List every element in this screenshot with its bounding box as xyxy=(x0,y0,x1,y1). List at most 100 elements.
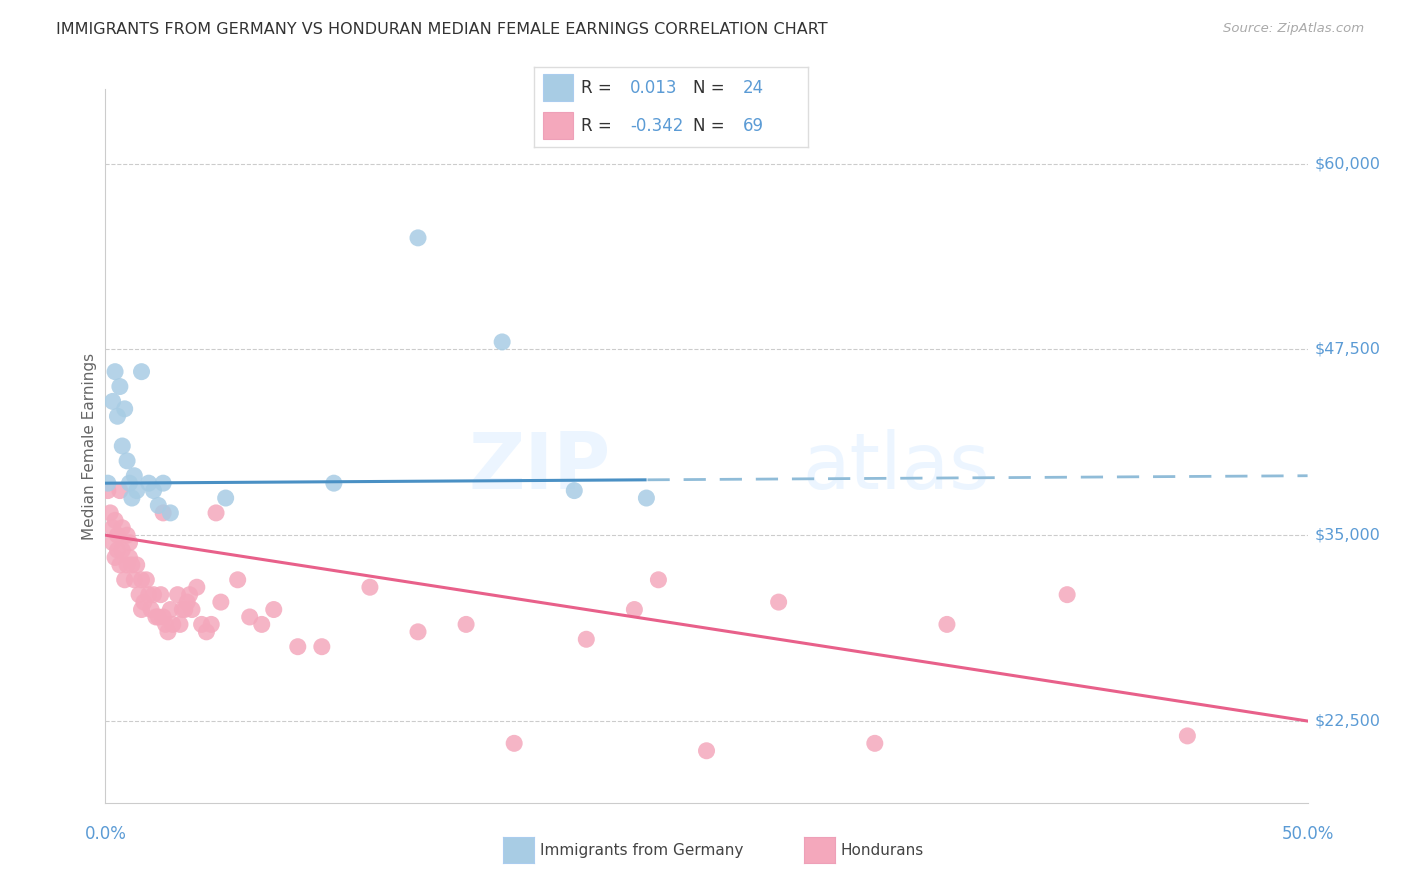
Point xyxy=(406,231,429,245)
Point xyxy=(226,573,249,587)
Point xyxy=(159,602,181,616)
Point xyxy=(139,602,162,616)
Point xyxy=(186,580,208,594)
Point xyxy=(107,543,129,558)
Point xyxy=(239,610,262,624)
Bar xyxy=(543,112,572,139)
Point xyxy=(454,617,477,632)
Text: Immigrants from Germany: Immigrants from Germany xyxy=(540,843,744,857)
Text: R =: R = xyxy=(581,78,617,96)
Point xyxy=(111,543,134,558)
Point xyxy=(104,513,127,527)
Text: N =: N = xyxy=(693,118,730,136)
Point xyxy=(287,640,309,654)
Point xyxy=(263,602,285,616)
Y-axis label: Median Female Earnings: Median Female Earnings xyxy=(82,352,97,540)
Point xyxy=(936,617,959,632)
Point xyxy=(124,573,146,587)
Text: R =: R = xyxy=(581,118,617,136)
Point xyxy=(155,617,177,632)
Point xyxy=(179,588,201,602)
Point xyxy=(107,528,129,542)
Point xyxy=(121,491,143,505)
Point xyxy=(97,476,120,491)
Point xyxy=(101,394,124,409)
Text: 0.0%: 0.0% xyxy=(84,825,127,843)
Point xyxy=(115,528,138,542)
Point xyxy=(101,521,124,535)
Point xyxy=(118,550,141,565)
Point xyxy=(115,558,138,572)
Point xyxy=(118,535,141,549)
Point xyxy=(159,506,181,520)
Point xyxy=(647,573,669,587)
Point xyxy=(98,506,121,520)
Point xyxy=(131,573,153,587)
Point xyxy=(148,499,170,513)
Point xyxy=(322,476,344,491)
Bar xyxy=(543,74,572,102)
Point xyxy=(111,439,134,453)
Point xyxy=(104,365,127,379)
Point xyxy=(209,595,232,609)
Text: $47,500: $47,500 xyxy=(1315,342,1381,357)
Point xyxy=(131,602,153,616)
Point xyxy=(142,483,165,498)
Point xyxy=(115,454,138,468)
Text: N =: N = xyxy=(693,78,730,96)
Text: IMMIGRANTS FROM GERMANY VS HONDURAN MEDIAN FEMALE EARNINGS CORRELATION CHART: IMMIGRANTS FROM GERMANY VS HONDURAN MEDI… xyxy=(56,22,828,37)
Point xyxy=(114,573,136,587)
Point xyxy=(101,535,124,549)
Point xyxy=(768,595,790,609)
Point xyxy=(138,476,160,491)
Point xyxy=(1056,588,1078,602)
Point xyxy=(114,401,136,416)
Point xyxy=(214,491,236,505)
Point xyxy=(406,624,429,639)
Text: 50.0%: 50.0% xyxy=(1281,825,1334,843)
Text: 24: 24 xyxy=(742,78,763,96)
Point xyxy=(562,483,585,498)
Text: Hondurans: Hondurans xyxy=(841,843,924,857)
Point xyxy=(162,617,184,632)
Point xyxy=(97,483,120,498)
Point xyxy=(156,624,179,639)
Point xyxy=(863,736,886,750)
Point xyxy=(169,617,191,632)
Point xyxy=(311,640,333,654)
Point xyxy=(575,632,598,647)
Point xyxy=(148,610,170,624)
Point xyxy=(503,736,526,750)
Point xyxy=(125,558,148,572)
Point xyxy=(636,491,658,505)
Text: ZIP: ZIP xyxy=(468,429,610,506)
Text: 69: 69 xyxy=(742,118,763,136)
Point xyxy=(108,483,131,498)
Point xyxy=(145,610,167,624)
Point xyxy=(107,409,129,424)
Point xyxy=(176,595,198,609)
Text: atlas: atlas xyxy=(803,429,990,506)
Point xyxy=(359,580,381,594)
Point xyxy=(190,617,212,632)
Point xyxy=(125,483,148,498)
Text: Source: ZipAtlas.com: Source: ZipAtlas.com xyxy=(1223,22,1364,36)
Point xyxy=(491,334,513,349)
Point xyxy=(138,588,160,602)
Point xyxy=(142,588,165,602)
Text: $35,000: $35,000 xyxy=(1315,528,1381,542)
Point xyxy=(135,573,157,587)
Point xyxy=(132,595,155,609)
Point xyxy=(118,476,141,491)
Point xyxy=(166,588,188,602)
Point xyxy=(124,468,146,483)
Point xyxy=(181,602,204,616)
Point xyxy=(121,558,143,572)
Text: $22,500: $22,500 xyxy=(1315,714,1381,729)
Point xyxy=(623,602,645,616)
Point xyxy=(1175,729,1198,743)
Point xyxy=(152,610,174,624)
Point xyxy=(152,476,174,491)
Point xyxy=(173,602,195,616)
Point xyxy=(205,506,228,520)
